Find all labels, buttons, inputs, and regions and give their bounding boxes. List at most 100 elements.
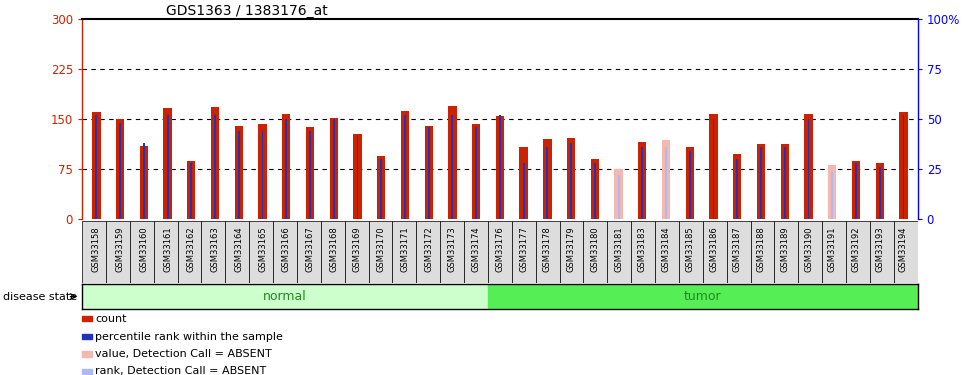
Text: GSM33177: GSM33177 <box>519 226 528 272</box>
Bar <box>82 369 92 374</box>
Bar <box>392 221 416 283</box>
Bar <box>775 221 798 283</box>
Text: GSM33169: GSM33169 <box>353 226 362 272</box>
Bar <box>381 159 383 219</box>
Text: GSM33194: GSM33194 <box>899 226 908 272</box>
Text: GSM33181: GSM33181 <box>614 226 623 272</box>
Bar <box>536 221 559 283</box>
Bar <box>686 147 694 219</box>
Bar <box>523 163 525 219</box>
Bar <box>143 143 145 219</box>
Bar <box>703 221 726 283</box>
Bar <box>82 334 92 339</box>
Bar <box>329 118 338 219</box>
Bar <box>631 221 655 283</box>
Bar <box>258 124 267 219</box>
Bar <box>214 115 216 219</box>
Text: count: count <box>96 314 127 324</box>
Bar <box>440 221 464 283</box>
Bar <box>488 221 512 283</box>
Text: GDS1363 / 1383176_at: GDS1363 / 1383176_at <box>166 4 327 18</box>
Bar <box>428 127 430 219</box>
Bar <box>798 221 822 283</box>
Bar <box>751 221 775 283</box>
Text: GSM33187: GSM33187 <box>733 226 742 272</box>
Bar <box>639 142 646 219</box>
Bar <box>594 163 596 219</box>
Text: GSM33186: GSM33186 <box>709 226 718 272</box>
Bar <box>828 165 837 219</box>
Bar <box>760 147 762 219</box>
Bar <box>736 159 738 219</box>
Bar <box>547 147 549 219</box>
Text: GSM33168: GSM33168 <box>329 226 338 272</box>
Text: GSM33160: GSM33160 <box>139 226 149 272</box>
Bar <box>202 221 225 283</box>
Bar <box>285 119 287 219</box>
Bar <box>82 316 92 321</box>
Bar <box>875 162 884 219</box>
Bar <box>567 138 576 219</box>
Bar <box>309 131 311 219</box>
Text: GSM33193: GSM33193 <box>875 226 884 272</box>
Bar <box>249 221 273 283</box>
Bar <box>608 221 631 283</box>
Text: GSM33190: GSM33190 <box>804 226 813 272</box>
Text: GSM33176: GSM33176 <box>496 226 504 272</box>
Bar <box>356 135 358 219</box>
Bar <box>166 115 168 219</box>
Bar <box>757 144 765 219</box>
Bar <box>238 131 240 219</box>
Bar <box>822 221 846 283</box>
Bar <box>119 123 121 219</box>
Bar <box>475 127 477 219</box>
Bar <box>187 160 195 219</box>
Bar <box>899 112 908 219</box>
Bar <box>894 221 918 283</box>
Bar <box>404 115 406 219</box>
Text: GSM33162: GSM33162 <box>186 226 196 272</box>
Bar <box>273 221 297 283</box>
Bar <box>512 221 536 283</box>
Text: GSM33189: GSM33189 <box>781 226 789 272</box>
Bar <box>451 115 453 219</box>
Bar <box>416 221 440 283</box>
Bar <box>590 159 599 219</box>
Bar <box>855 163 857 219</box>
Text: value, Detection Call = ABSENT: value, Detection Call = ABSENT <box>96 349 272 359</box>
Bar <box>178 221 202 283</box>
Text: GSM33174: GSM33174 <box>471 226 481 272</box>
Bar <box>92 112 100 219</box>
Text: GSM33167: GSM33167 <box>305 226 315 272</box>
Bar <box>583 221 608 283</box>
Bar <box>369 221 392 283</box>
Bar <box>733 154 742 219</box>
Text: GSM33191: GSM33191 <box>828 226 837 272</box>
Text: GSM33164: GSM33164 <box>235 226 243 272</box>
Bar <box>559 221 583 283</box>
Text: GSM33158: GSM33158 <box>92 226 100 272</box>
Bar <box>96 115 98 219</box>
Bar <box>129 221 154 283</box>
Bar <box>709 114 718 219</box>
Bar <box>306 127 314 219</box>
Bar <box>321 221 345 283</box>
Text: rank, Detection Call = ABSENT: rank, Detection Call = ABSENT <box>96 366 267 375</box>
Text: GSM33188: GSM33188 <box>756 226 765 272</box>
Text: GSM33165: GSM33165 <box>258 226 267 272</box>
Bar <box>488 284 918 309</box>
Bar <box>870 221 894 283</box>
Bar <box>662 141 670 219</box>
Bar <box>345 221 369 283</box>
Bar <box>297 221 321 283</box>
Bar <box>140 146 148 219</box>
Text: percentile rank within the sample: percentile rank within the sample <box>96 332 283 342</box>
Bar <box>424 126 433 219</box>
Text: GSM33161: GSM33161 <box>163 226 172 272</box>
Bar <box>879 167 881 219</box>
Bar <box>282 114 291 219</box>
Bar <box>783 147 785 219</box>
Bar <box>570 143 572 219</box>
Bar <box>614 169 623 219</box>
Bar <box>520 147 527 219</box>
